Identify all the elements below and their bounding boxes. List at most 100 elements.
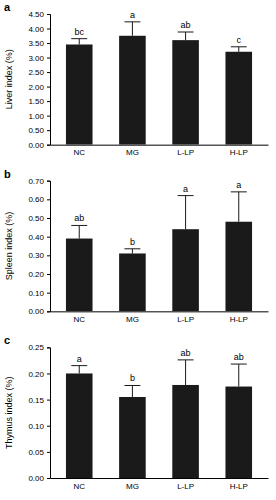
- y-tick-mark: [47, 452, 50, 453]
- significance-letter: b: [130, 237, 135, 247]
- y-tick: 0.50: [28, 214, 50, 223]
- x-tick-label: NC: [73, 482, 85, 491]
- error-bar: [231, 364, 247, 386]
- y-tick-mark: [47, 181, 50, 182]
- error-bar-stem: [79, 366, 80, 374]
- bar: [66, 373, 93, 478]
- y-tick-label: 1.00: [28, 112, 44, 121]
- y-tick: 3.50: [28, 39, 50, 48]
- y-tick-label: 4.50: [28, 10, 44, 19]
- y-axis: 0.000.100.200.300.400.500.600.70: [28, 177, 50, 317]
- y-tick-mark: [47, 347, 50, 348]
- panel-label: a: [4, 1, 11, 13]
- x-tick: L-LP: [177, 478, 194, 491]
- x-axis: NCMGL-LPH-LP: [51, 145, 269, 158]
- y-tick-label: 0.20: [28, 270, 44, 279]
- x-axis: NC MG L-LP H-LP: [51, 311, 269, 324]
- y-tick: 2.00: [28, 83, 50, 92]
- y-axis: 0.000.050.100.150.200.25: [28, 343, 50, 483]
- panel-label: c: [4, 334, 10, 346]
- y-tick-mark: [47, 116, 50, 117]
- bar: [172, 40, 199, 145]
- error-bar-cap: [231, 46, 247, 47]
- x-axis-line: [51, 478, 269, 479]
- x-tick: H-LP: [230, 311, 248, 324]
- y-tick-mark: [47, 400, 50, 401]
- y-tick: 2.50: [28, 68, 50, 77]
- bar: [119, 36, 146, 145]
- bar: [119, 253, 146, 311]
- x-tick-label: MG: [126, 148, 139, 157]
- y-tick-label: 0.50: [28, 126, 44, 135]
- plot-area: [66, 360, 252, 478]
- y-tick-mark: [47, 478, 50, 479]
- error-bar-stem: [238, 47, 239, 52]
- error-bar: [178, 196, 194, 230]
- x-tick: MG: [126, 311, 139, 324]
- error-bar-stem: [132, 249, 133, 254]
- error-bar: [178, 360, 194, 385]
- y-axis-line: [47, 181, 51, 312]
- error-bar: [124, 22, 140, 36]
- y-tick-mark: [47, 43, 50, 44]
- error-bar: [71, 39, 87, 45]
- x-tick: L-LP: [177, 311, 194, 324]
- y-tick-label: 0.30: [28, 251, 44, 260]
- panel: ababab0.000.050.100.150.200.25NCMGL-LPH-…: [28, 343, 268, 490]
- y-axis-title: Thymus index (%): [4, 376, 14, 449]
- y-tick: 0.00: [28, 307, 50, 316]
- bar: [225, 387, 252, 478]
- y-tick-mark: [47, 14, 50, 15]
- y-tick-label: 4.00: [28, 25, 44, 34]
- y-tick-mark: [47, 311, 50, 312]
- significance-letter: a: [183, 184, 188, 194]
- y-tick-mark: [47, 274, 50, 275]
- y-tick: 0.40: [28, 233, 50, 242]
- panel-label: b: [4, 168, 11, 180]
- y-tick-label: 0.25: [28, 343, 44, 352]
- figure: bcaabc0.000.501.001.502.002.503.003.504.…: [0, 0, 276, 500]
- error-bar-cap: [124, 248, 140, 249]
- x-tick: MG: [126, 145, 139, 158]
- plot-area: [66, 192, 252, 311]
- y-tick-mark: [47, 58, 50, 59]
- x-tick-label: H-LP: [230, 315, 248, 324]
- x-tick-label: MG: [126, 482, 139, 491]
- y-tick-mark: [47, 87, 50, 88]
- error-bar-cap: [178, 359, 194, 360]
- significance-letter: c: [237, 35, 242, 45]
- y-tick-label: 0.60: [28, 195, 44, 204]
- x-tick: NC: [73, 311, 85, 324]
- y-tick-label: 2.50: [28, 68, 44, 77]
- x-tick: H-LP: [230, 478, 248, 491]
- bar: [172, 229, 199, 311]
- error-bar-stem: [79, 225, 80, 238]
- y-tick: 0.30: [28, 251, 50, 260]
- panel: abbaa0.000.100.200.300.400.500.600.70NCM…: [28, 177, 268, 324]
- bar: [225, 52, 252, 145]
- y-tick: 0.10: [28, 422, 50, 431]
- y-tick-mark: [47, 218, 50, 219]
- y-tick: 0.50: [28, 126, 50, 135]
- y-tick-mark: [47, 130, 50, 131]
- y-tick-mark: [47, 237, 50, 238]
- panel: bcaabc0.000.501.001.502.002.503.003.504.…: [28, 10, 268, 158]
- y-tick: 0.20: [28, 270, 50, 279]
- x-tick-label: L-LP: [177, 482, 194, 491]
- y-tick-mark: [47, 426, 50, 427]
- significance-letter: b: [130, 373, 135, 383]
- error-bar-stem: [238, 192, 239, 222]
- x-axis-line: [51, 145, 269, 146]
- error-bar-stem: [238, 364, 239, 386]
- error-bar: [178, 32, 194, 40]
- error-bar: [71, 225, 87, 238]
- y-tick-label: 0.00: [28, 474, 44, 483]
- bar: [172, 385, 199, 478]
- y-axis-line: [47, 15, 51, 146]
- y-tick-mark: [47, 29, 50, 30]
- y-tick: 0.20: [28, 370, 50, 379]
- error-bar-stem: [132, 22, 133, 36]
- y-tick: 0.25: [28, 343, 50, 352]
- x-axis-line: [51, 311, 269, 312]
- y-tick: 0.00: [28, 141, 50, 150]
